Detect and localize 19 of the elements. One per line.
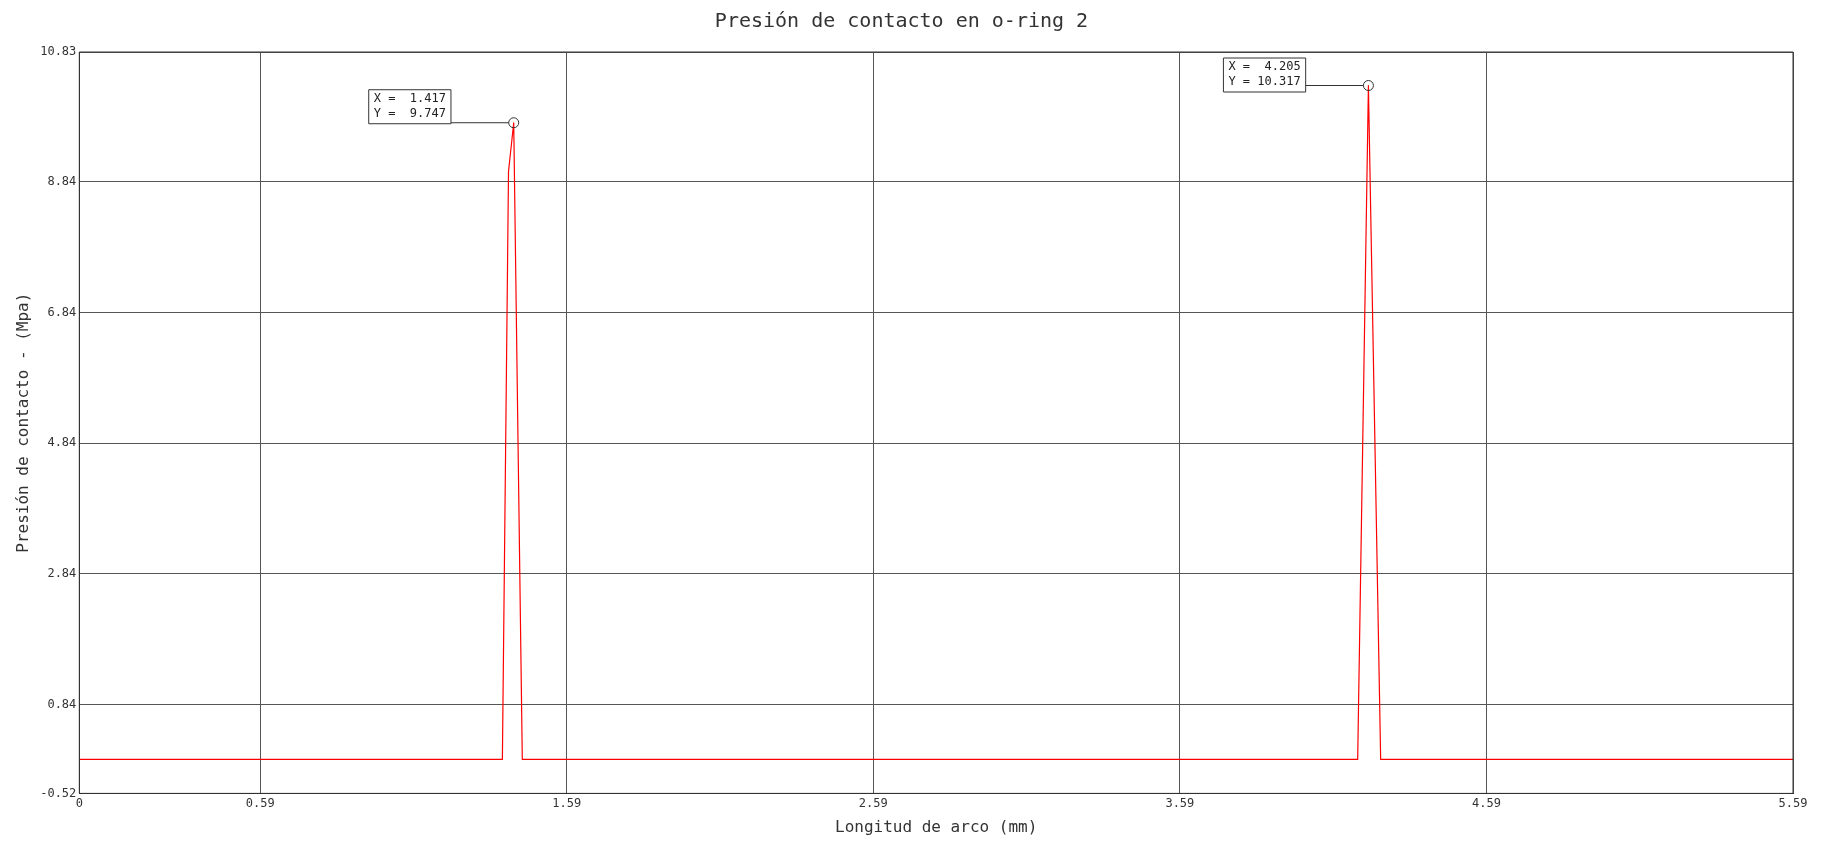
annotation: X = 4.205 Y = 10.317 bbox=[1228, 59, 1301, 89]
x-tick-label: 0 bbox=[75, 795, 83, 810]
y-tick-label: -0.52 bbox=[40, 785, 77, 800]
x-tick-label: 0.59 bbox=[245, 795, 275, 810]
chart-title: Presión de contacto en o-ring 2 bbox=[714, 8, 1089, 33]
y-tick-label: 8.84 bbox=[47, 174, 77, 189]
y-axis-title: Presión de contacto - (Mpa) bbox=[12, 292, 32, 553]
x-tick-label: 1.59 bbox=[552, 795, 582, 810]
y-tick-label: 4.84 bbox=[47, 435, 77, 450]
y-tick-label: 0.84 bbox=[47, 696, 77, 711]
x-axis-title: Longitud de arco (mm) bbox=[835, 816, 1038, 836]
x-tick-label: 4.59 bbox=[1471, 795, 1501, 810]
y-tick-label: 10.83 bbox=[40, 44, 77, 59]
y-tick-label: 6.84 bbox=[47, 304, 77, 319]
annotation: X = 1.417 Y = 9.747 bbox=[373, 90, 446, 120]
y-tick-label: 2.84 bbox=[47, 566, 77, 581]
x-tick-label: 2.59 bbox=[858, 795, 888, 810]
x-tick-label: 5.59 bbox=[1778, 795, 1808, 810]
x-tick-label: 3.59 bbox=[1165, 795, 1195, 810]
